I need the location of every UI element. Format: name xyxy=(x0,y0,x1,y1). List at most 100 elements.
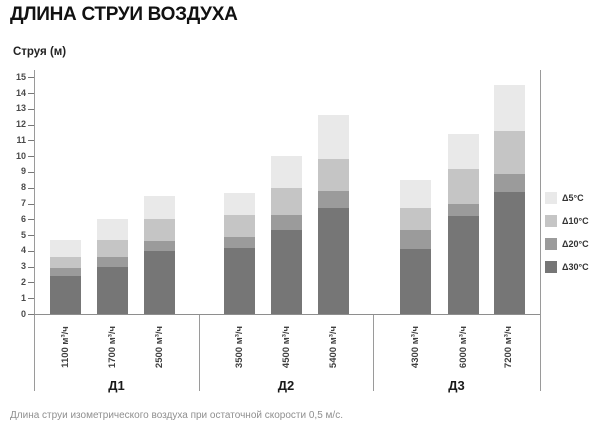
group-label: Д3 xyxy=(448,378,465,393)
bar-segment xyxy=(224,236,255,248)
y-tick xyxy=(28,108,34,110)
x-tick-label: 2500 м³/ч xyxy=(153,325,165,369)
y-tick-label: 8 xyxy=(20,182,26,193)
y-tick-label: 3 xyxy=(20,261,26,272)
y-tick xyxy=(28,156,34,158)
bar-segment xyxy=(224,247,255,314)
bar-segment xyxy=(97,239,128,258)
legend-swatch xyxy=(545,215,557,227)
bar-segment xyxy=(493,173,525,193)
bar-segment xyxy=(97,257,128,267)
y-tick xyxy=(28,266,34,268)
bar-segment xyxy=(318,190,349,209)
y-tick-label: 5 xyxy=(20,229,26,240)
bar-segment xyxy=(144,195,175,220)
bar xyxy=(318,115,349,314)
bar-segment xyxy=(400,230,431,250)
y-tick xyxy=(28,235,34,237)
y-tick xyxy=(28,203,34,205)
bar-segment xyxy=(448,216,479,314)
bar xyxy=(448,134,479,314)
bar-segment xyxy=(224,192,255,215)
legend-label: Δ10°C xyxy=(562,216,589,226)
y-tick-label: 10 xyxy=(15,150,26,161)
legend-item: Δ10°C xyxy=(545,215,600,227)
bar xyxy=(144,195,175,314)
bar-segment xyxy=(271,230,302,314)
bar-segment xyxy=(50,257,81,269)
x-tick-label: 7200 м³/ч xyxy=(503,325,514,369)
y-tick xyxy=(28,187,34,189)
x-axis-line xyxy=(34,314,540,315)
y-axis-title: Струя (м) xyxy=(13,46,67,58)
x-tick-label: 4500 м³/ч xyxy=(280,325,292,369)
bar xyxy=(50,239,81,314)
bar xyxy=(271,156,302,314)
y-tick-label: 2 xyxy=(20,276,26,287)
bar-segment xyxy=(144,241,175,251)
y-tick xyxy=(28,250,34,252)
bar-segment xyxy=(493,130,525,174)
bar-segment xyxy=(50,276,81,314)
y-tick-label: 7 xyxy=(20,198,26,209)
y-tick xyxy=(28,124,34,126)
y-tick-label: 4 xyxy=(20,245,26,256)
y-tick-label: 12 xyxy=(15,119,26,130)
group-label: Д1 xyxy=(108,378,125,393)
y-tick xyxy=(28,314,34,315)
legend-item: Δ20°C xyxy=(545,238,600,250)
y-tick xyxy=(28,93,34,95)
y-tick xyxy=(28,298,34,300)
legend-label: Δ30°C xyxy=(562,262,589,272)
y-axis-line xyxy=(34,70,35,391)
bar xyxy=(97,219,128,314)
bar-segment xyxy=(318,208,349,314)
y-tick xyxy=(28,77,34,79)
bar-segment xyxy=(318,159,349,191)
bar-segment xyxy=(50,239,81,258)
bar-segment xyxy=(493,192,525,314)
bar-segment xyxy=(400,249,431,314)
y-tick xyxy=(28,219,34,221)
y-tick-label: 0 xyxy=(20,308,26,319)
bar xyxy=(400,179,431,314)
bar-segment xyxy=(144,250,175,314)
bar-segment xyxy=(271,187,302,215)
bar-segment xyxy=(50,268,81,277)
legend-swatch xyxy=(545,192,557,204)
group-label: Д2 xyxy=(277,378,295,393)
bar-segment xyxy=(271,214,302,231)
x-tick-label: 3500 м³/ч xyxy=(233,325,245,369)
legend-swatch xyxy=(545,261,557,273)
group-separator xyxy=(199,314,200,391)
y-tick-label: 15 xyxy=(15,71,26,82)
group-separator xyxy=(373,314,374,391)
x-tick-label: 5400 м³/ч xyxy=(327,325,339,369)
right-border-line xyxy=(540,70,541,391)
bar-segment xyxy=(224,214,255,237)
bar-segment xyxy=(493,85,525,131)
bar-segment xyxy=(448,134,479,169)
y-tick xyxy=(28,171,34,173)
bar-segment xyxy=(144,219,175,242)
y-tick-label: 6 xyxy=(20,213,26,224)
page-title: ДЛИНА СТРУИ ВОЗДУХА xyxy=(10,4,238,25)
bar-segment xyxy=(97,219,128,240)
x-tick-label: 4300 м³/ч xyxy=(409,325,421,369)
x-tick-label: 1100 м³/ч xyxy=(59,326,71,368)
bar-segment xyxy=(448,203,479,217)
bar-segment xyxy=(400,179,431,209)
y-tick-label: 13 xyxy=(15,103,26,114)
y-tick xyxy=(28,282,34,284)
bar-segment xyxy=(271,156,302,188)
bar xyxy=(224,192,255,314)
legend-item: Δ30°C xyxy=(545,261,600,273)
y-tick xyxy=(28,140,34,142)
footnote: Длина струи изометрического воздуха при … xyxy=(10,410,343,421)
legend-label: Δ5°C xyxy=(562,193,584,203)
legend-label: Δ20°C xyxy=(562,239,589,249)
y-tick-label: 9 xyxy=(20,166,26,177)
bar-segment xyxy=(318,115,349,160)
y-tick-label: 14 xyxy=(15,87,26,98)
